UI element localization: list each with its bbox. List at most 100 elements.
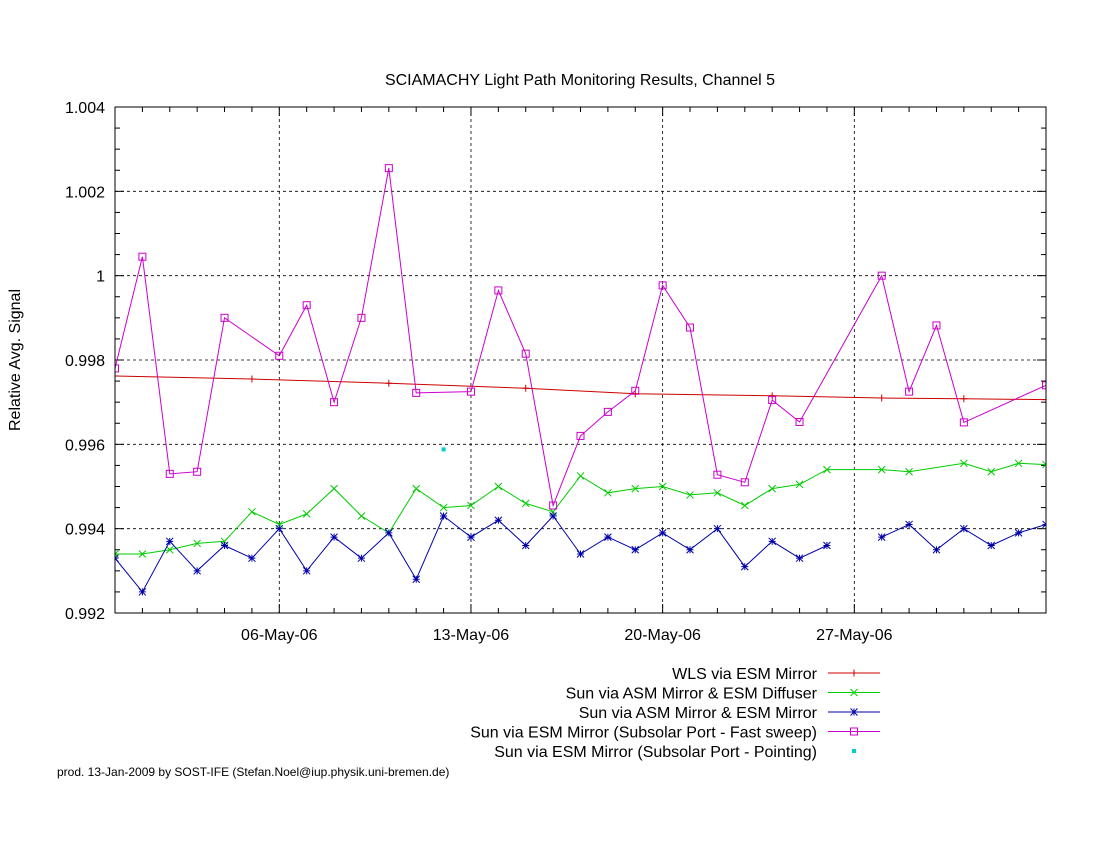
data-point (686, 323, 695, 332)
series-4 (441, 447, 446, 452)
legend-marker (850, 688, 858, 697)
data-point (330, 484, 338, 493)
legend-label: Sun via ASM Mirror & ESM Mirror (579, 705, 818, 722)
data-point (138, 550, 147, 558)
data-point (823, 465, 831, 474)
data-point (631, 386, 640, 395)
data-point (905, 520, 913, 529)
data-point (631, 545, 640, 554)
data-point (521, 541, 530, 550)
data-point (275, 524, 284, 533)
data-point (1042, 381, 1046, 390)
series-line (115, 168, 1046, 508)
data-point (713, 524, 722, 533)
data-point (604, 488, 612, 497)
data-point (494, 516, 503, 525)
data-point (494, 482, 503, 491)
data-point (877, 533, 886, 541)
data-point (248, 507, 256, 516)
data-point (522, 384, 530, 392)
legend-label: WLS via ESM Mirror (672, 666, 818, 683)
data-point (658, 281, 667, 290)
series-layer (115, 164, 1046, 596)
data-point (603, 407, 612, 416)
legend-marker (852, 749, 856, 753)
series-2 (115, 512, 1046, 596)
legend-label: Sun via ESM Mirror (Subsolar Port - Fast… (470, 725, 817, 742)
data-point (795, 417, 804, 426)
legend-marker (850, 669, 858, 677)
data-point (330, 398, 339, 407)
y-tick-label: 0.996 (65, 437, 105, 454)
data-point (220, 541, 229, 550)
data-point (768, 392, 776, 400)
data-point (658, 482, 667, 491)
data-point (467, 501, 475, 510)
data-point (877, 271, 886, 280)
data-point (521, 349, 530, 358)
data-point (768, 396, 777, 405)
data-point (795, 480, 804, 489)
data-point (439, 512, 448, 520)
data-point (932, 321, 941, 330)
data-point (959, 459, 968, 468)
legend-marker (850, 727, 858, 736)
data-point (248, 375, 256, 383)
data-point (193, 539, 202, 548)
data-point (412, 388, 421, 397)
y-tick-label: 0.994 (65, 522, 105, 539)
legend-marker (850, 708, 858, 716)
data-point (576, 431, 585, 440)
data-point (441, 447, 446, 452)
data-point (357, 313, 366, 322)
data-point (165, 545, 174, 554)
data-point (686, 545, 694, 554)
data-point (740, 478, 749, 487)
data-point (905, 387, 914, 396)
data-point (115, 372, 119, 380)
data-point (165, 537, 174, 546)
legend-label: Sun via ASM Mirror & ESM Diffuser (566, 686, 818, 703)
data-point (466, 387, 475, 396)
data-point (795, 554, 804, 563)
data-point (494, 286, 503, 295)
data-point (1042, 460, 1046, 469)
data-point (330, 533, 338, 541)
data-point (302, 510, 311, 518)
y-axis-label: Relative Avg. Signal (7, 289, 24, 431)
data-point (878, 394, 886, 402)
data-point (740, 501, 749, 510)
y-tick-label: 1.002 (65, 184, 105, 201)
x-tick-label: 06-May-06 (241, 627, 318, 644)
y-tick-label: 0.998 (65, 353, 105, 370)
data-point (248, 554, 256, 563)
data-point (987, 541, 996, 550)
x-tick-label: 13-May-06 (433, 627, 510, 644)
data-point (658, 529, 667, 537)
data-point (467, 533, 475, 541)
y-tick-label: 0.992 (65, 606, 105, 623)
data-point (302, 566, 311, 575)
data-point (193, 566, 202, 575)
data-point (549, 501, 558, 510)
grid (115, 107, 1046, 613)
chart-title: SCIAMACHY Light Path Monitoring Results,… (385, 72, 775, 89)
axis-ticks: 0.992 0.994 0.996 0.998 1 1.002 1.004 06-May-06… (65, 100, 1047, 644)
data-point (275, 351, 284, 360)
data-point (740, 562, 749, 571)
data-point (1014, 459, 1023, 468)
data-point (768, 484, 777, 493)
data-point (768, 537, 777, 546)
footer-credit: prod. 13-Jan-2009 by SOST-IFE (Stefan.No… (57, 765, 450, 779)
data-point (576, 472, 585, 480)
series-1 (115, 459, 1046, 558)
data-point (439, 503, 448, 512)
series-0 (115, 372, 1046, 404)
data-point (823, 541, 831, 550)
data-point (713, 470, 722, 479)
plot-frame (114, 106, 1047, 614)
data-point (115, 364, 119, 373)
data-point (905, 467, 913, 476)
data-point (877, 465, 886, 474)
